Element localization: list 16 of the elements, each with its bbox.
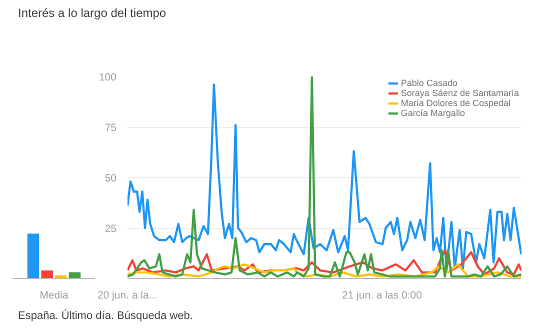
bar (41, 270, 53, 278)
y-tick-label: 100 (98, 72, 117, 84)
y-tick-label: 25 (104, 223, 117, 235)
bar (27, 234, 40, 278)
x-tick-label: 20 jun. a la... (97, 290, 158, 302)
x-tick-label: 21 jun. a las 0:00 (342, 290, 422, 302)
chart-title: Interés a lo largo del tiempo (18, 5, 166, 22)
legend-label: Soraya Sáenz de Santamaría (400, 88, 519, 98)
x-tick-label: Media (40, 290, 68, 302)
legend-label: María Dolores de Cospedal (400, 98, 510, 108)
bar (68, 272, 81, 278)
text: España. Último día. Búsqueda web. (18, 309, 193, 324)
y-tick-label: 50 (104, 172, 117, 184)
legend-label: García Margallo (400, 108, 465, 118)
y-tick-label: 75 (104, 122, 117, 134)
legend-label: Pablo Casado (400, 78, 458, 88)
